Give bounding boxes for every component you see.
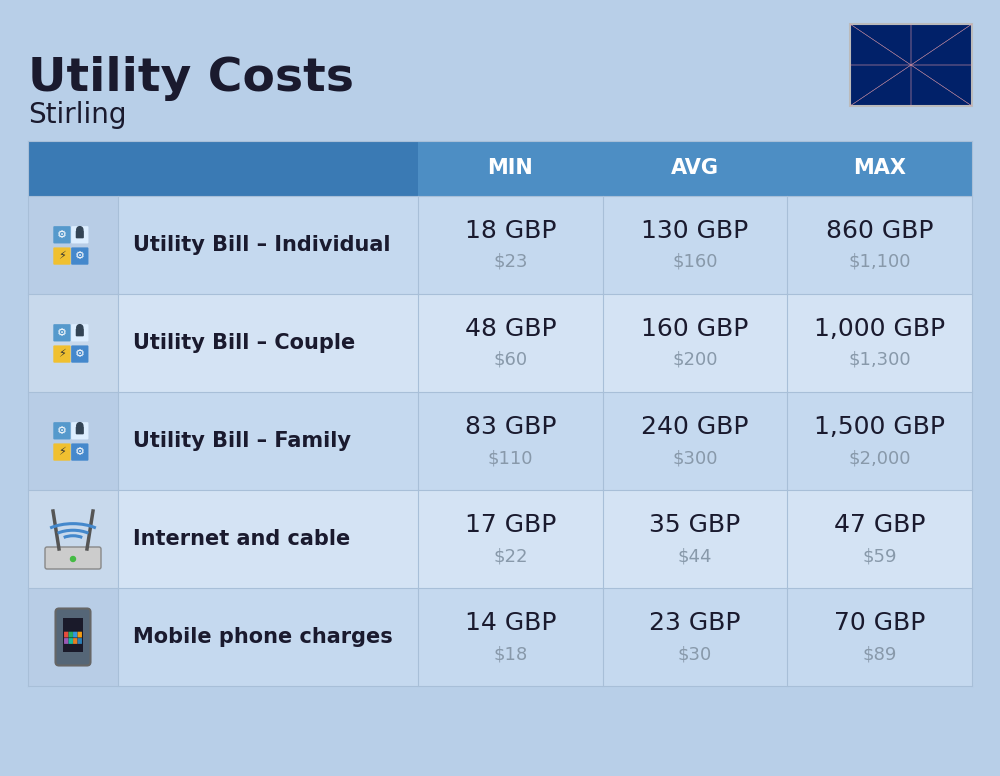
Text: Utility Bill – Individual: Utility Bill – Individual bbox=[133, 235, 390, 255]
FancyBboxPatch shape bbox=[76, 328, 84, 336]
Text: $160: $160 bbox=[672, 253, 718, 271]
Text: 1,000 GBP: 1,000 GBP bbox=[814, 317, 945, 341]
Text: MAX: MAX bbox=[853, 158, 906, 178]
Text: ⚙: ⚙ bbox=[75, 349, 85, 359]
Text: $60: $60 bbox=[493, 351, 527, 369]
Text: 83 GBP: 83 GBP bbox=[465, 415, 556, 439]
Text: $30: $30 bbox=[678, 645, 712, 663]
Text: ⚙: ⚙ bbox=[75, 251, 85, 261]
Circle shape bbox=[77, 423, 83, 429]
FancyBboxPatch shape bbox=[28, 490, 118, 588]
FancyBboxPatch shape bbox=[28, 294, 118, 392]
Text: Stirling: Stirling bbox=[28, 101, 126, 129]
FancyBboxPatch shape bbox=[63, 618, 83, 652]
Text: Mobile phone charges: Mobile phone charges bbox=[133, 627, 393, 647]
FancyBboxPatch shape bbox=[850, 24, 972, 106]
FancyBboxPatch shape bbox=[78, 638, 82, 644]
FancyBboxPatch shape bbox=[28, 141, 972, 196]
FancyBboxPatch shape bbox=[55, 608, 90, 666]
Text: 23 GBP: 23 GBP bbox=[649, 611, 741, 635]
FancyBboxPatch shape bbox=[76, 230, 84, 238]
Text: 860 GBP: 860 GBP bbox=[826, 219, 933, 243]
FancyBboxPatch shape bbox=[73, 638, 77, 644]
Text: $23: $23 bbox=[493, 253, 528, 271]
FancyBboxPatch shape bbox=[53, 248, 71, 265]
Text: $59: $59 bbox=[862, 547, 897, 565]
Text: $1,100: $1,100 bbox=[848, 253, 911, 271]
FancyBboxPatch shape bbox=[28, 588, 118, 686]
FancyBboxPatch shape bbox=[28, 392, 972, 490]
Text: $18: $18 bbox=[493, 645, 527, 663]
Text: ⚡: ⚡ bbox=[58, 251, 66, 261]
Text: ⚙: ⚙ bbox=[57, 426, 67, 436]
FancyBboxPatch shape bbox=[53, 443, 71, 461]
Text: Internet and cable: Internet and cable bbox=[133, 529, 350, 549]
FancyBboxPatch shape bbox=[71, 324, 88, 341]
Text: $110: $110 bbox=[488, 449, 533, 467]
Text: $300: $300 bbox=[672, 449, 718, 467]
Text: AVG: AVG bbox=[671, 158, 719, 178]
FancyBboxPatch shape bbox=[53, 345, 71, 362]
Circle shape bbox=[77, 324, 83, 331]
Circle shape bbox=[70, 556, 76, 562]
FancyBboxPatch shape bbox=[28, 196, 118, 294]
Text: 35 GBP: 35 GBP bbox=[649, 513, 741, 537]
Circle shape bbox=[77, 227, 83, 233]
FancyBboxPatch shape bbox=[71, 226, 88, 244]
FancyBboxPatch shape bbox=[28, 294, 972, 392]
FancyBboxPatch shape bbox=[71, 248, 88, 265]
FancyBboxPatch shape bbox=[53, 226, 71, 244]
FancyBboxPatch shape bbox=[28, 490, 972, 588]
Text: ⚡: ⚡ bbox=[58, 447, 66, 457]
FancyBboxPatch shape bbox=[69, 632, 73, 638]
Text: Utility Bill – Family: Utility Bill – Family bbox=[133, 431, 351, 451]
Text: Utility Costs: Utility Costs bbox=[28, 56, 354, 101]
Text: 160 GBP: 160 GBP bbox=[641, 317, 749, 341]
Text: Utility Bill – Couple: Utility Bill – Couple bbox=[133, 333, 355, 353]
Text: $22: $22 bbox=[493, 547, 528, 565]
Text: ⚙: ⚙ bbox=[57, 230, 67, 240]
Text: 70 GBP: 70 GBP bbox=[834, 611, 925, 635]
FancyBboxPatch shape bbox=[28, 392, 118, 490]
Text: 18 GBP: 18 GBP bbox=[465, 219, 556, 243]
FancyBboxPatch shape bbox=[28, 196, 972, 294]
FancyBboxPatch shape bbox=[71, 422, 88, 439]
FancyBboxPatch shape bbox=[76, 426, 84, 435]
Text: $2,000: $2,000 bbox=[848, 449, 911, 467]
Text: 17 GBP: 17 GBP bbox=[465, 513, 556, 537]
Text: $89: $89 bbox=[862, 645, 897, 663]
Text: 1,500 GBP: 1,500 GBP bbox=[814, 415, 945, 439]
FancyBboxPatch shape bbox=[73, 632, 77, 638]
FancyBboxPatch shape bbox=[69, 638, 73, 644]
FancyBboxPatch shape bbox=[71, 345, 88, 362]
FancyBboxPatch shape bbox=[71, 443, 88, 461]
Text: $200: $200 bbox=[672, 351, 718, 369]
FancyBboxPatch shape bbox=[64, 638, 68, 644]
Text: 14 GBP: 14 GBP bbox=[465, 611, 556, 635]
FancyBboxPatch shape bbox=[28, 588, 972, 686]
Text: 240 GBP: 240 GBP bbox=[641, 415, 749, 439]
Text: 48 GBP: 48 GBP bbox=[465, 317, 556, 341]
Text: 130 GBP: 130 GBP bbox=[641, 219, 749, 243]
FancyBboxPatch shape bbox=[28, 141, 418, 196]
Text: MIN: MIN bbox=[487, 158, 533, 178]
Text: 47 GBP: 47 GBP bbox=[834, 513, 925, 537]
FancyBboxPatch shape bbox=[53, 324, 71, 341]
Text: ⚙: ⚙ bbox=[57, 327, 67, 338]
FancyBboxPatch shape bbox=[64, 632, 68, 638]
Text: ⚙: ⚙ bbox=[75, 447, 85, 457]
FancyBboxPatch shape bbox=[45, 547, 101, 569]
FancyBboxPatch shape bbox=[78, 632, 82, 638]
Text: $1,300: $1,300 bbox=[848, 351, 911, 369]
Text: $44: $44 bbox=[678, 547, 712, 565]
FancyBboxPatch shape bbox=[53, 422, 71, 439]
Text: ⚡: ⚡ bbox=[58, 349, 66, 359]
